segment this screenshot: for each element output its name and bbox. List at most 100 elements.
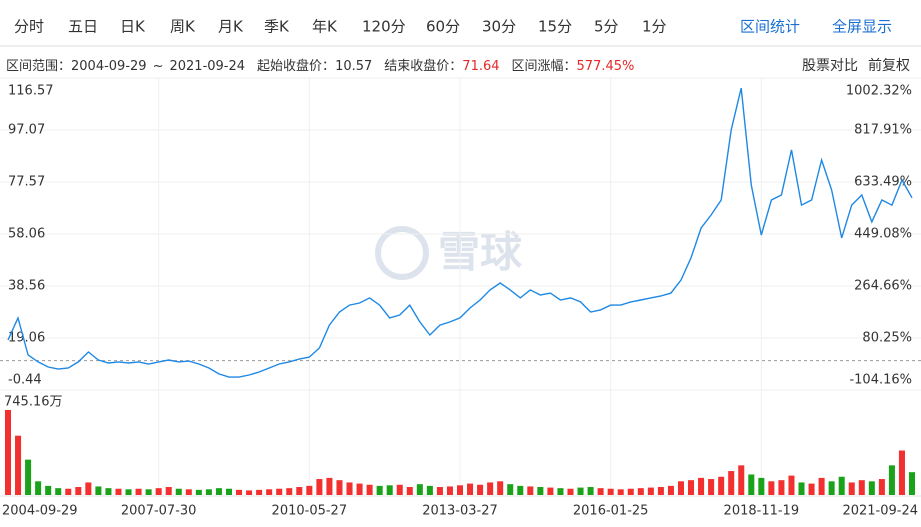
- volume-bar: [125, 489, 132, 495]
- volume-bar: [798, 482, 805, 495]
- volume-bar: [376, 485, 383, 495]
- volume-bar: [537, 487, 544, 495]
- volume-bar: [416, 484, 423, 495]
- volume-bar: [366, 484, 373, 495]
- x-tick-label: 2004-09-29: [2, 504, 78, 519]
- volume-bar: [135, 488, 142, 495]
- volume-bar: [65, 488, 72, 495]
- volume-bar: [728, 471, 735, 495]
- volume-bar: [828, 481, 835, 495]
- period-tab[interactable]: 月K: [218, 18, 244, 36]
- end-close: 71.64: [462, 59, 499, 74]
- y-tick-label: -0.44: [8, 373, 42, 388]
- volume-bar: [155, 488, 162, 495]
- volume-bar: [647, 487, 654, 495]
- volume-bar: [215, 488, 222, 495]
- volume-bar: [577, 487, 584, 495]
- volume-bar: [326, 477, 333, 495]
- volume-bar: [698, 477, 705, 495]
- volume-bar: [858, 480, 865, 495]
- range-info: 区间范围：2004-09-29 ~2021-09-24 起始收盘价：10.57 结束收…: [6, 58, 634, 74]
- volume-bar: [868, 481, 875, 495]
- volume-bar: [286, 488, 293, 495]
- volume-bar: [396, 484, 403, 495]
- period-tab[interactable]: 120分: [362, 18, 406, 36]
- y2-tick-label: 633.49%: [854, 175, 912, 190]
- volume-tick-label: 745.16万: [4, 395, 63, 410]
- range-label: 区间范围：: [6, 59, 71, 74]
- toolbar-action[interactable]: 区间统计: [740, 18, 800, 36]
- volume-bar: [477, 484, 484, 495]
- y-tick-label: 58.06: [8, 227, 45, 242]
- period-tab[interactable]: 分时: [14, 18, 44, 36]
- volume-bar: [898, 450, 905, 495]
- price-line: [7, 87, 913, 378]
- volume-bar: [758, 477, 765, 495]
- period-tab[interactable]: 五日: [68, 18, 98, 36]
- volume-bar: [426, 485, 433, 495]
- volume-bar: [567, 488, 574, 495]
- y2-tick-label: 1002.32%: [846, 84, 912, 99]
- volume-bar: [467, 483, 474, 495]
- volume-bar: [45, 485, 52, 495]
- period-tab[interactable]: 5分: [594, 18, 619, 36]
- compare-option[interactable]: 股票对比: [802, 58, 858, 74]
- period-tab[interactable]: 15分: [538, 18, 572, 36]
- volume-bar: [266, 489, 273, 495]
- x-tick-label: 2007-07-30: [121, 504, 197, 519]
- volume-bar: [55, 488, 62, 495]
- volume-bar: [165, 487, 172, 495]
- volume-bar: [276, 488, 283, 495]
- volume-bar: [657, 487, 664, 495]
- volume-bar: [456, 485, 464, 495]
- adjust-option[interactable]: 前复权: [868, 57, 910, 74]
- y-tick-label: 77.57: [8, 174, 45, 189]
- period-tab[interactable]: 1分: [642, 18, 667, 36]
- volume-bar: [748, 474, 755, 495]
- end-label: 结束收盘价：: [384, 58, 462, 74]
- period-tab[interactable]: 日K: [120, 18, 146, 36]
- volume-bar: [778, 480, 785, 495]
- volume-bar: [4, 410, 12, 495]
- volume-bar: [115, 488, 122, 495]
- volume-bar: [497, 481, 504, 495]
- volume-bar: [708, 479, 715, 495]
- change-label: 区间涨幅：: [512, 59, 577, 74]
- volume-bar: [888, 465, 895, 495]
- period-tab[interactable]: 60分: [426, 18, 460, 36]
- volume-bar: [35, 481, 42, 495]
- volume-bar: [175, 488, 182, 495]
- volume-bar: [788, 475, 795, 495]
- volume-bar: [105, 488, 112, 495]
- volume-bar: [256, 489, 263, 495]
- volume-bar: [246, 490, 253, 495]
- period-tab[interactable]: 季K: [264, 18, 290, 36]
- volume-bar: [677, 481, 684, 495]
- y2-tick-label: 817.91%: [854, 122, 912, 137]
- volume-bar: [808, 483, 815, 495]
- period-tab[interactable]: 周K: [170, 18, 196, 36]
- volume-bar: [768, 481, 775, 495]
- toolbar-action[interactable]: 全屏显示: [832, 18, 892, 36]
- volume-bar: [95, 486, 102, 495]
- y2-tick-label: 80.25%: [862, 331, 912, 346]
- volume-bar: [738, 465, 745, 495]
- y2-tick-label: 449.08%: [854, 227, 912, 242]
- volume-bar: [75, 487, 82, 495]
- period-tab[interactable]: 30分: [482, 18, 516, 36]
- watermark-logo: [375, 226, 429, 280]
- volume-bar: [547, 487, 554, 495]
- volume-bar: [718, 476, 725, 495]
- volume-bar: [436, 487, 443, 495]
- volume-bar: [236, 489, 243, 495]
- period-tab[interactable]: 年K: [312, 18, 338, 36]
- end-date: 2021-09-24: [169, 59, 245, 74]
- volume-bar: [205, 489, 212, 495]
- volume-bar: [878, 479, 885, 495]
- volume-bar: [15, 435, 22, 495]
- volume-bar: [637, 488, 644, 495]
- volume-bar: [406, 487, 413, 495]
- x-tick-label: 2021-09-24: [842, 504, 918, 519]
- volume-bar: [346, 482, 353, 495]
- volume-bar: [527, 486, 534, 495]
